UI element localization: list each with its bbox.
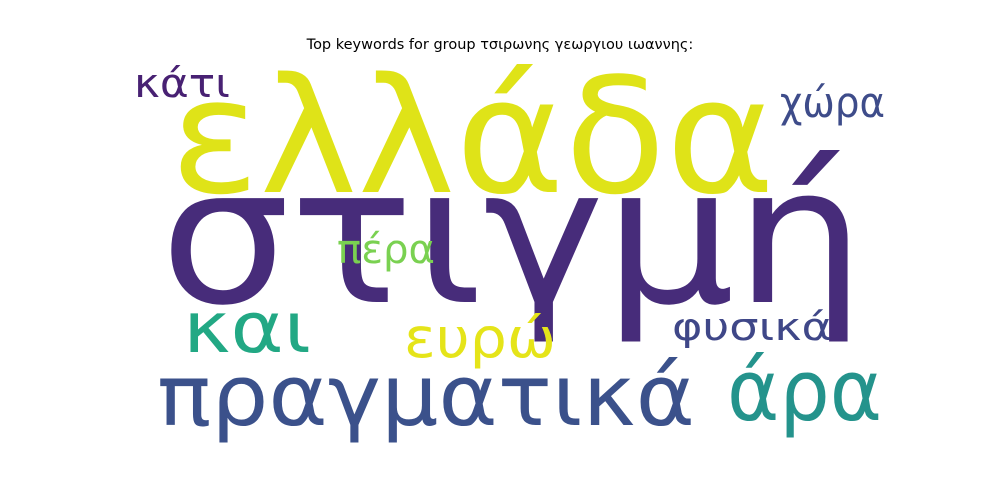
word-9: πέρα [337,227,435,273]
word-10: φυσικά [672,305,832,349]
word-8: κάτι [134,61,230,107]
word-5: και [183,287,311,369]
word-6: ευρώ [404,306,556,370]
word-4: άρα [727,342,882,441]
word-7: χώρα [780,78,885,127]
word-1: ελλάδα [170,43,775,230]
word-2: στιγμή [160,126,865,347]
figure-title: Top keywords for group τσιρωνης γεωργιου… [306,37,694,53]
word-3: πραγματικά [157,347,695,446]
